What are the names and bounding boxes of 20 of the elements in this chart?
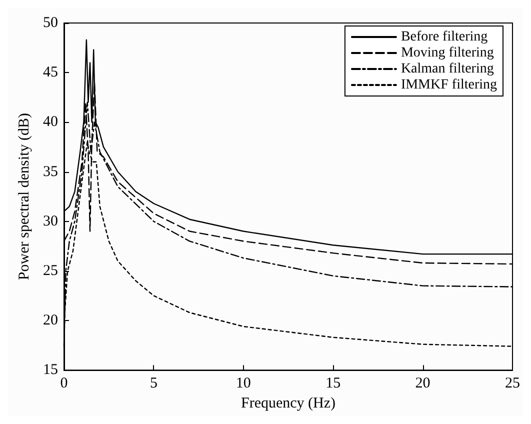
y-tick-label: 30	[43, 213, 58, 230]
legend-label: Kalman filtering	[400, 62, 494, 76]
y-tick-label: 45	[43, 64, 58, 81]
x-tick-label: 20	[415, 376, 430, 392]
x-tick-label: 15	[326, 376, 341, 392]
x-tick-label: 25	[505, 376, 520, 392]
y-tick-label: 15	[43, 362, 58, 378]
y-tick-label: 40	[43, 114, 58, 130]
legend-label: IMMKF filtering	[400, 78, 498, 92]
legend-label: Before filtering	[400, 30, 488, 44]
y-tick-label: 20	[43, 312, 58, 329]
x-tick-label: 0	[60, 376, 68, 392]
x-tick-label: 5	[150, 376, 158, 392]
y-tick-label: 35	[43, 164, 58, 180]
legend-label: Moving filtering	[400, 46, 494, 60]
y-tick-label: 50	[43, 15, 58, 31]
y-axis-title: Power spectral density (dB)	[16, 113, 33, 280]
y-tick-label: 25	[43, 262, 58, 279]
x-axis-title: Frequency (Hz)	[240, 396, 336, 412]
x-tick-label: 10	[236, 376, 251, 392]
